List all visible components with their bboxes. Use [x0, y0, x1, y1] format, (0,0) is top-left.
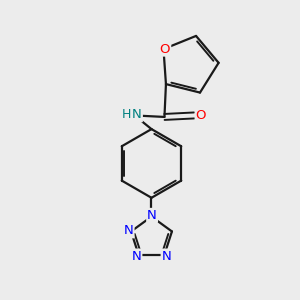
Text: N: N — [147, 209, 157, 222]
Text: N: N — [132, 250, 141, 262]
Text: N: N — [132, 108, 142, 121]
Text: N: N — [124, 224, 134, 237]
Text: O: O — [196, 109, 206, 122]
Text: H: H — [122, 108, 131, 121]
Text: N: N — [162, 250, 171, 262]
Text: O: O — [160, 43, 170, 56]
